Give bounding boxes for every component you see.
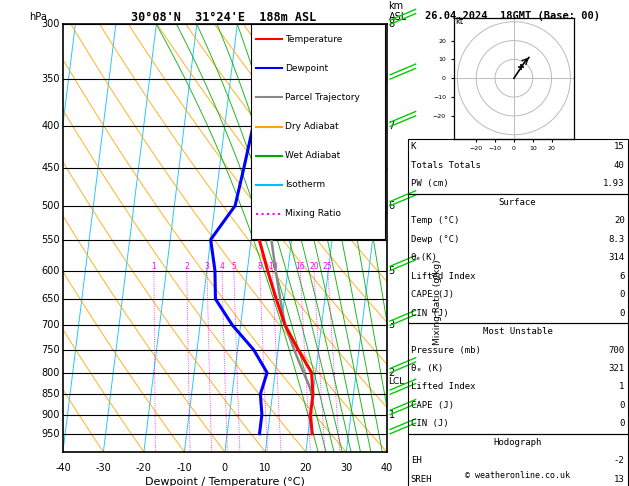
Bar [408, 323, 628, 434]
Text: 4: 4 [220, 261, 225, 271]
Text: 2: 2 [389, 368, 395, 378]
Text: 900: 900 [42, 410, 60, 419]
Bar [408, 434, 628, 486]
Text: CAPE (J): CAPE (J) [411, 290, 454, 299]
Text: 300: 300 [42, 19, 60, 29]
Text: CAPE (J): CAPE (J) [411, 401, 454, 410]
Text: 750: 750 [41, 345, 60, 355]
Text: PW (cm): PW (cm) [411, 179, 448, 189]
Text: 13: 13 [614, 475, 625, 484]
Text: 0: 0 [222, 463, 228, 473]
Text: 20: 20 [614, 216, 625, 226]
Text: EH: EH [411, 456, 421, 466]
Text: 20: 20 [309, 261, 319, 271]
Text: Dry Adiabat: Dry Adiabat [285, 122, 338, 131]
Text: 25: 25 [323, 261, 333, 271]
Text: K: K [411, 142, 416, 152]
FancyBboxPatch shape [251, 24, 385, 239]
Text: 0: 0 [619, 401, 625, 410]
Text: 1: 1 [389, 410, 394, 419]
Text: Temp (°C): Temp (°C) [411, 216, 459, 226]
Text: Wet Adiabat: Wet Adiabat [285, 151, 340, 160]
Text: θₑ(K): θₑ(K) [411, 253, 438, 262]
Text: 40: 40 [381, 463, 393, 473]
Text: -20: -20 [136, 463, 152, 473]
Text: hPa: hPa [29, 12, 47, 22]
Text: Mixing Ratio: Mixing Ratio [285, 209, 341, 218]
Text: km
ASL: km ASL [389, 1, 407, 22]
Text: Dewpoint: Dewpoint [285, 64, 328, 73]
Text: 0: 0 [619, 309, 625, 318]
Text: CIN (J): CIN (J) [411, 309, 448, 318]
Text: 30: 30 [340, 463, 352, 473]
Text: kt: kt [455, 17, 464, 26]
Text: -2: -2 [614, 456, 625, 466]
Text: 1: 1 [619, 382, 625, 392]
Text: 6: 6 [619, 272, 625, 281]
Text: Mixing Ratio (g/kg): Mixing Ratio (g/kg) [433, 260, 442, 345]
Text: 8: 8 [389, 19, 394, 29]
Bar [408, 139, 628, 194]
Text: Dewpoint / Temperature (°C): Dewpoint / Temperature (°C) [145, 477, 305, 486]
Text: Pressure (mb): Pressure (mb) [411, 346, 481, 355]
Text: 6: 6 [389, 201, 394, 211]
Text: Isotherm: Isotherm [285, 180, 325, 189]
Text: 1.93: 1.93 [603, 179, 625, 189]
Text: 3: 3 [204, 261, 209, 271]
Text: 950: 950 [41, 429, 60, 439]
Text: 314: 314 [608, 253, 625, 262]
Text: © weatheronline.co.uk: © weatheronline.co.uk [465, 471, 570, 480]
Text: 15: 15 [614, 142, 625, 152]
Text: -40: -40 [55, 463, 71, 473]
Text: 8.3: 8.3 [608, 235, 625, 244]
Text: 650: 650 [41, 294, 60, 304]
Text: 8: 8 [257, 261, 262, 271]
Text: CIN (J): CIN (J) [411, 419, 448, 429]
Text: 800: 800 [42, 368, 60, 378]
Text: 7: 7 [389, 122, 395, 132]
Text: 700: 700 [608, 346, 625, 355]
Text: 321: 321 [608, 364, 625, 373]
Text: Surface: Surface [499, 198, 537, 207]
Text: 5: 5 [389, 265, 395, 276]
Text: 600: 600 [42, 265, 60, 276]
Text: 850: 850 [41, 389, 60, 399]
Text: -10: -10 [177, 463, 192, 473]
Text: 40: 40 [614, 161, 625, 170]
Text: -30: -30 [96, 463, 111, 473]
Text: Lifted Index: Lifted Index [411, 272, 476, 281]
Text: 20: 20 [299, 463, 312, 473]
Text: 30°08'N  31°24'E  188m ASL: 30°08'N 31°24'E 188m ASL [131, 11, 316, 24]
Text: Most Unstable: Most Unstable [482, 327, 553, 336]
Text: 3: 3 [389, 320, 394, 330]
Text: 0: 0 [619, 419, 625, 429]
Text: Lifted Index: Lifted Index [411, 382, 476, 392]
Text: Dewp (°C): Dewp (°C) [411, 235, 459, 244]
Text: 5: 5 [231, 261, 237, 271]
Text: Temperature: Temperature [285, 35, 342, 44]
Text: Hodograph: Hodograph [494, 438, 542, 447]
Text: 500: 500 [41, 201, 60, 211]
Text: 16: 16 [296, 261, 305, 271]
Text: 10: 10 [259, 463, 272, 473]
Text: 450: 450 [41, 163, 60, 174]
Text: SREH: SREH [411, 475, 432, 484]
Text: 1: 1 [152, 261, 157, 271]
Text: 10: 10 [268, 261, 277, 271]
Text: θₑ (K): θₑ (K) [411, 364, 443, 373]
Text: 400: 400 [42, 122, 60, 132]
Text: 350: 350 [41, 74, 60, 84]
Text: LCL: LCL [389, 377, 404, 386]
Text: Totals Totals: Totals Totals [411, 161, 481, 170]
Text: 2: 2 [184, 261, 189, 271]
Text: 550: 550 [41, 235, 60, 244]
Text: Parcel Trajectory: Parcel Trajectory [285, 93, 360, 102]
Text: 700: 700 [41, 320, 60, 330]
Bar [408, 194, 628, 323]
Text: 26.04.2024  18GMT (Base: 00): 26.04.2024 18GMT (Base: 00) [425, 11, 600, 21]
Text: 0: 0 [619, 290, 625, 299]
